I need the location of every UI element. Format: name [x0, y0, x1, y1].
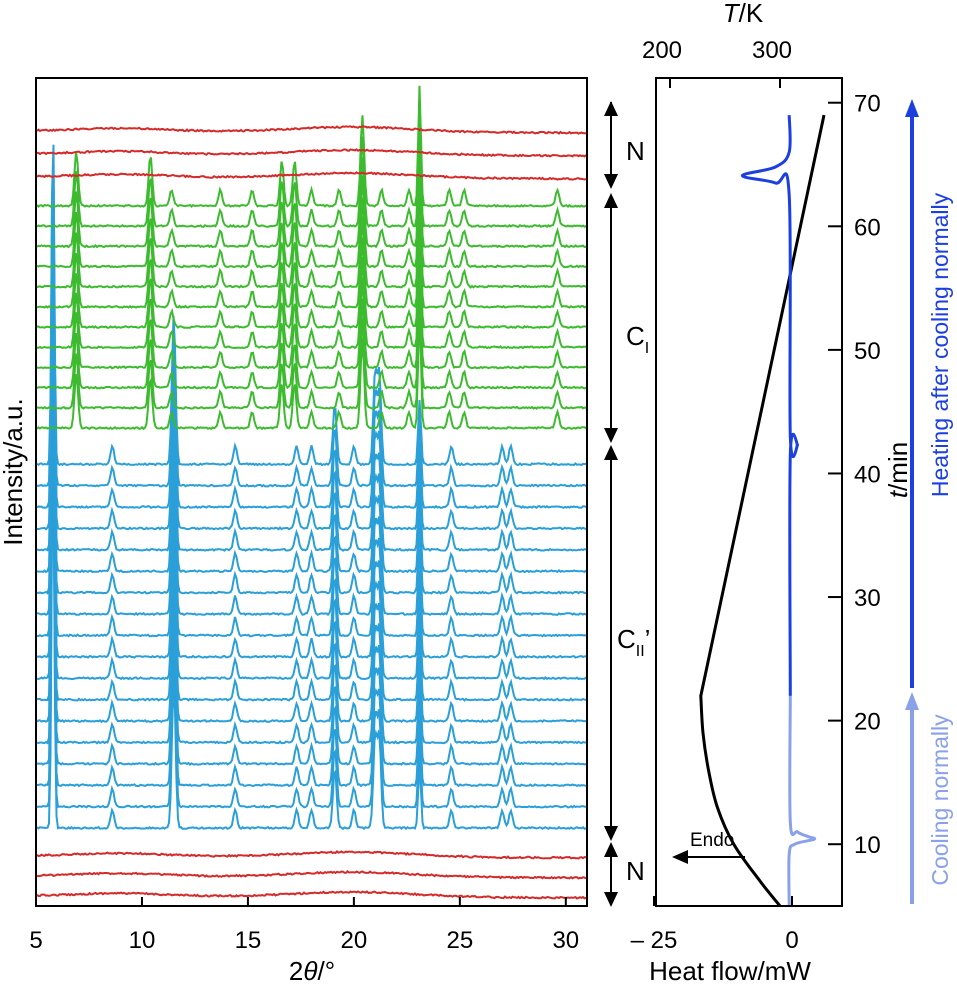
xrd-trace: [36, 850, 587, 860]
xrd-trace: [36, 164, 587, 488]
xrd-trace: [36, 144, 587, 467]
x-top-tick-label: 200: [642, 37, 682, 64]
y-tick-label: 30: [854, 585, 881, 612]
x-tick-label: 20: [341, 927, 368, 954]
heating-arrow-head: [905, 99, 919, 117]
xrd-trace: [36, 227, 587, 350]
x-top-tick-label: 300: [752, 37, 792, 64]
x-bottom-tick-label: – 25: [631, 927, 678, 954]
phase-label-n-top: N: [626, 136, 645, 166]
dsc-curves: [699, 114, 826, 907]
arrowhead: [604, 174, 618, 189]
xrd-trace: [36, 478, 587, 831]
xrd-x-ticks: 5 10 15 20 25 30: [29, 897, 579, 954]
y-tick-label: 40: [854, 461, 881, 488]
phase-label-n-bottom: N: [626, 856, 645, 886]
xrd-trace: [36, 361, 587, 702]
xrd-trace: [36, 418, 587, 766]
xrd-trace: [36, 869, 587, 880]
xrd-trace: [36, 125, 587, 135]
xrd-trace: [36, 242, 587, 574]
arrowhead: [604, 193, 618, 208]
cooling-annotation: Cooling normally: [927, 714, 953, 886]
dsc-y-axis-label: t/min: [883, 442, 913, 498]
endo-arrow-head: [672, 850, 688, 864]
xrd-trace: [36, 247, 587, 370]
xrd-trace: [36, 308, 587, 431]
xrd-trace: [36, 341, 587, 681]
arrowhead: [604, 101, 618, 116]
y-tick-label: 70: [854, 91, 881, 118]
x-tick-label: 5: [29, 927, 42, 954]
arrowhead: [604, 892, 618, 907]
xrd-trace: [36, 283, 587, 617]
dsc-top-axis-label: T/K: [723, 0, 764, 28]
y-tick-label: 20: [854, 709, 881, 736]
xrd-trace: [36, 125, 587, 249]
xrd-trace: [36, 105, 587, 229]
temperature-curve: [699, 114, 826, 907]
xrd-trace: [36, 85, 587, 209]
phase-label-ci: CI: [626, 321, 649, 357]
xrd-trace: [37, 203, 587, 531]
x-tick-label: 15: [235, 927, 262, 954]
arrowhead: [604, 826, 618, 841]
y-tick-label: 10: [854, 832, 881, 859]
dsc-ticks: 10 20 30 40 50 60 70 – 25 0 200 300: [631, 37, 881, 954]
xrd-trace: [36, 166, 587, 289]
arrowhead: [604, 428, 618, 443]
xrd-trace: [37, 459, 587, 809]
x-tick-label: 25: [446, 927, 473, 954]
xrd-trace: [36, 267, 587, 390]
x-tick-label: 30: [552, 927, 579, 954]
dsc-x-axis-label: Heat flow/mW: [649, 956, 811, 986]
x-bottom-tick-label: 0: [785, 927, 798, 954]
xrd-trace: [36, 207, 587, 330]
phase-label-cii: CII’: [617, 624, 650, 660]
xrd-y-axis-label: Intensity/a.u.: [0, 398, 28, 545]
xrd-trace: [36, 171, 587, 181]
arrowhead: [604, 445, 618, 460]
y-tick-label: 50: [854, 338, 881, 365]
xrd-trace: [36, 320, 586, 659]
dsc-plot-frame: [655, 77, 843, 907]
xrd-trace: [36, 148, 587, 158]
heat-flow-heating-curve: [740, 115, 800, 696]
heat-flow-cooling-curve: [787, 695, 817, 907]
xrd-trace: [36, 399, 587, 745]
xrd-trace: [36, 890, 587, 900]
heating-annotation: Heating after cooling normally: [927, 192, 953, 497]
xrd-traces: [36, 85, 587, 900]
xrd-trace: [36, 287, 587, 410]
phase-bracket-arrowheads: [604, 101, 618, 907]
xrd-trace: [36, 263, 587, 595]
xrd-trace: [36, 223, 587, 552]
xrd-plot-frame: [35, 77, 588, 907]
xrd-trace: [36, 301, 587, 638]
cooling-arrow-head: [905, 692, 919, 710]
xrd-x-axis-label: 2θ/°: [289, 956, 335, 986]
y-tick-label: 60: [854, 214, 881, 241]
xrd-trace: [36, 184, 587, 509]
xrd-trace: [36, 186, 587, 309]
arrowhead: [604, 842, 618, 857]
endo-label: Endo: [690, 830, 734, 851]
xrd-trace: [36, 146, 587, 269]
xrd-trace: [37, 439, 587, 788]
x-tick-label: 10: [129, 927, 156, 954]
xrd-trace: [36, 379, 587, 724]
